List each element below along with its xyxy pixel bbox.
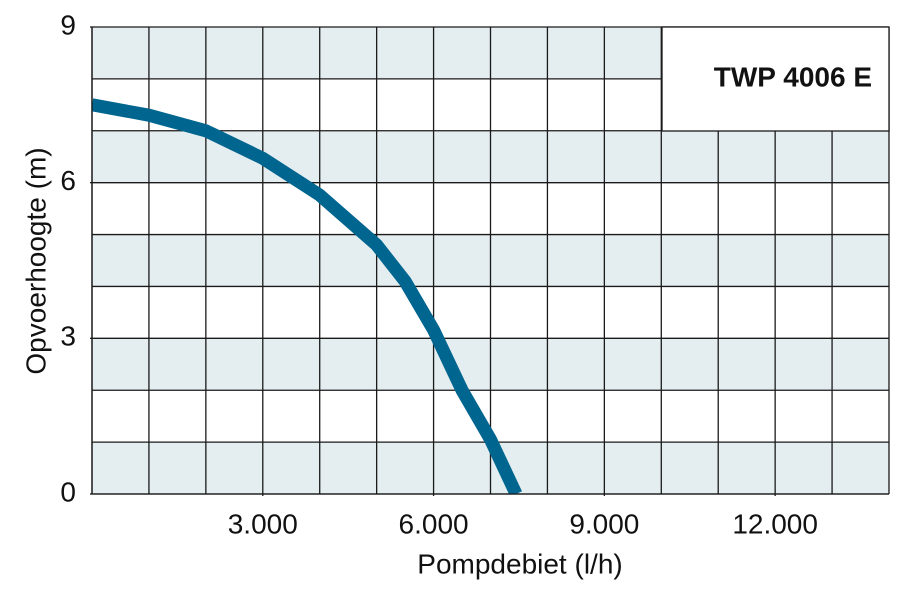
- x-tick-label: 9.000: [569, 508, 639, 539]
- y-tick-label: 6: [60, 165, 76, 196]
- title-box: [661, 26, 890, 132]
- y-tick-label: 9: [60, 9, 76, 40]
- x-tick-label: 6.000: [399, 508, 469, 539]
- y-tick-label: 3: [60, 321, 76, 352]
- y-axis-label: Opvoerhoogte (m): [20, 147, 51, 374]
- chart-title: TWP 4006 E: [714, 61, 872, 92]
- x-axis-label: Pompdebiet (l/h): [417, 548, 622, 579]
- y-tick-label: 0: [60, 476, 76, 507]
- line: [92, 98, 522, 494]
- x-tick-label: 12.000: [732, 508, 818, 539]
- x-tick-label: 3.000: [228, 508, 298, 539]
